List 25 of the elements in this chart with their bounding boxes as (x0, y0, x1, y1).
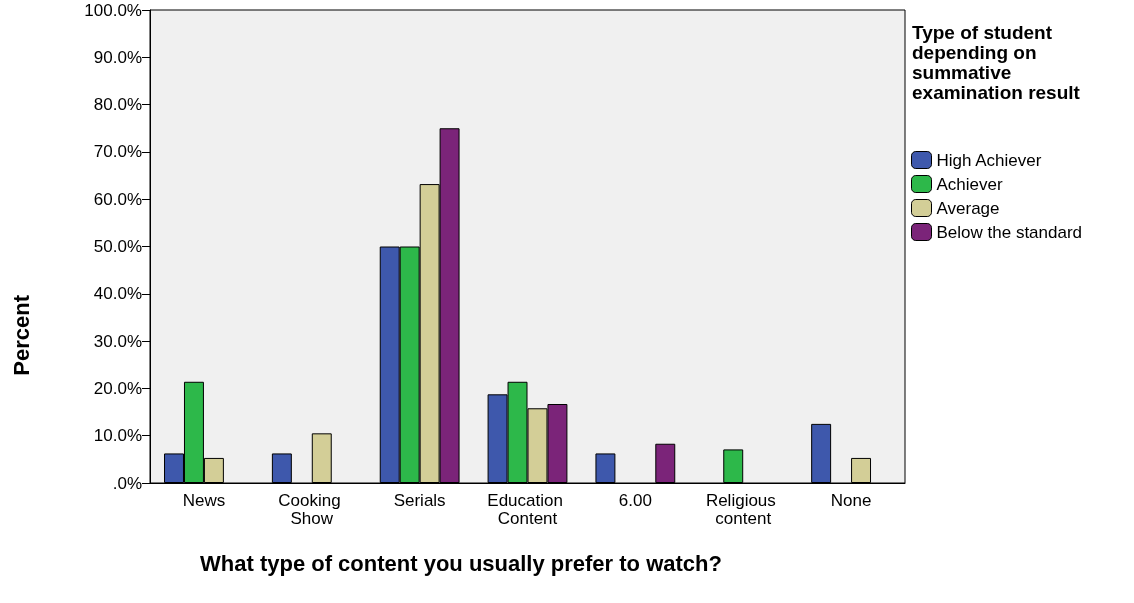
y-tick-label: 70.0% (93, 142, 142, 162)
legend-label: High Achiever (936, 150, 1042, 170)
x-tick-label: None (830, 490, 872, 510)
y-tick-label: 20.0% (93, 378, 142, 398)
x-tick-label: 6.00 (618, 490, 652, 510)
y-tick-label: 10.0% (93, 426, 142, 446)
x-tick-label: News (182, 490, 226, 510)
legend-label: Average (936, 198, 1000, 218)
y-axis-title: Percent (8, 294, 34, 376)
x-tick-label: Education Content (487, 490, 568, 528)
legend-label: Achiever (936, 174, 1003, 194)
y-tick-label: 80.0% (93, 95, 142, 115)
x-tick-label: Religious content (705, 490, 781, 528)
y-tick-label: 100.0% (84, 0, 142, 20)
legend-label: Below the standard (936, 222, 1083, 242)
x-axis-title: What type of content you usually prefer to watch? (200, 550, 722, 576)
y-tick-label: .0% (112, 473, 142, 493)
legend-title: Type of student depending on summative examination result (912, 21, 1081, 103)
x-tick-label: Cooking Show (278, 490, 346, 528)
y-tick-label: 90.0% (93, 47, 142, 67)
y-tick-label: 50.0% (93, 237, 142, 256)
y-tick-label: 60.0% (93, 189, 142, 209)
y-tick-label: 40.0% (93, 284, 142, 304)
y-tick-label: 30.0% (93, 331, 142, 351)
x-tick-label: Serials (393, 490, 446, 510)
